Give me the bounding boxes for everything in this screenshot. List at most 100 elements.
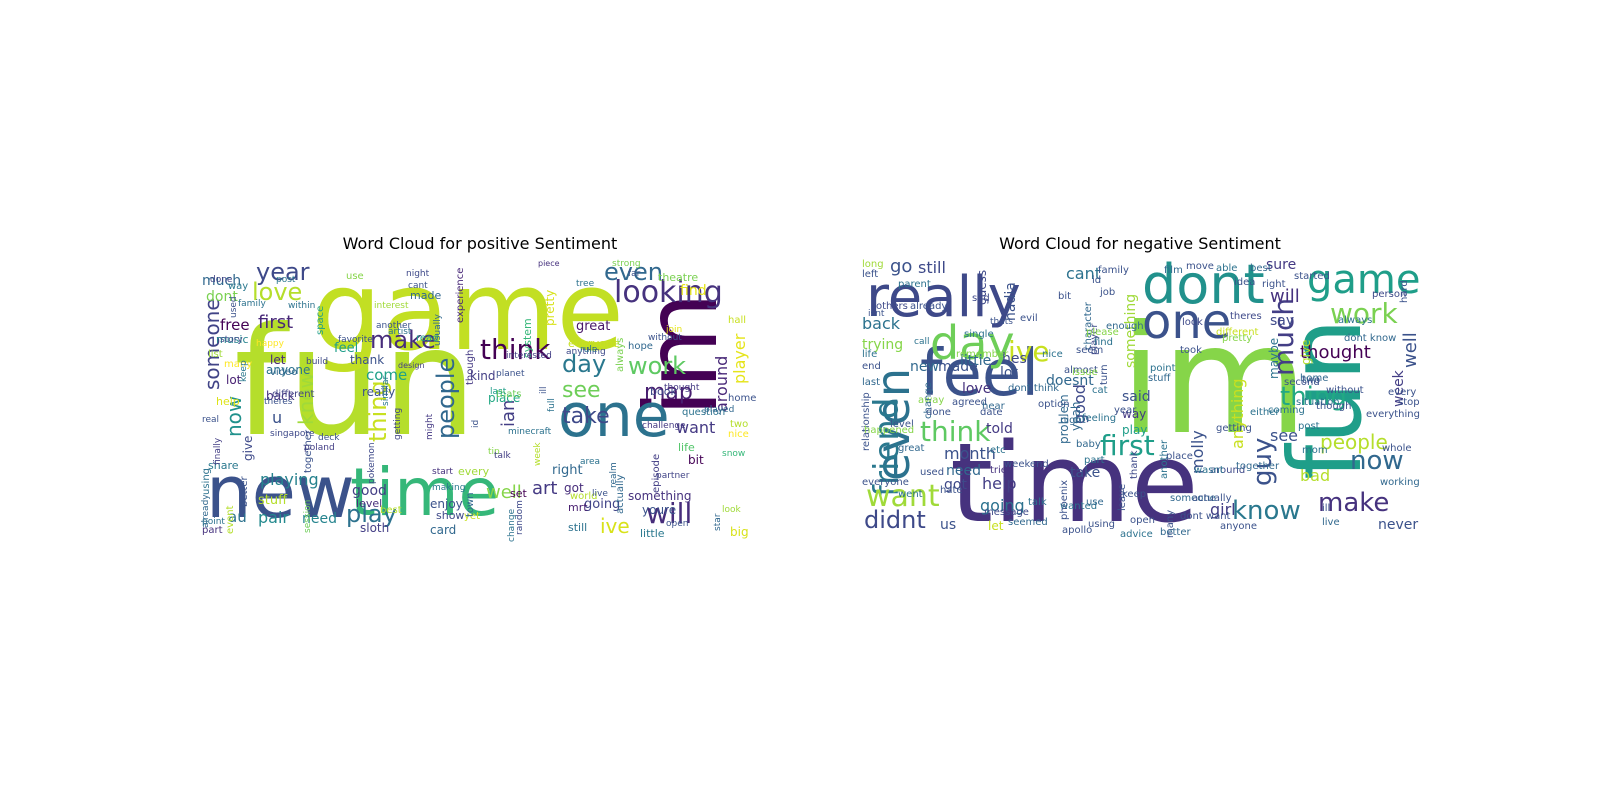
word-anything: anything — [566, 347, 606, 357]
word-thats: thats — [990, 317, 1013, 327]
word-youre: youre — [642, 503, 677, 517]
word-thought: thought — [1300, 342, 1371, 363]
word-join: join — [666, 325, 683, 335]
word-bit: bit — [1058, 291, 1072, 302]
word-star: star — [713, 513, 723, 531]
word-u: u — [272, 408, 283, 427]
word-music: music — [216, 333, 249, 346]
word-agreed: agreed — [952, 397, 988, 408]
word-playing: playing — [260, 470, 319, 489]
word-going: going — [584, 497, 621, 512]
word-baby: baby — [1076, 439, 1101, 450]
word-stuff: stuff — [258, 493, 288, 508]
word-area: area — [580, 457, 601, 467]
word-another: another — [1159, 439, 1170, 479]
word-pokemon: pokemon — [367, 442, 377, 484]
word-actually: actually — [1192, 493, 1232, 504]
word-another: another — [376, 321, 412, 331]
word-year: year — [1114, 405, 1137, 416]
word-year: year — [256, 258, 310, 286]
word-end: end — [862, 361, 881, 372]
word-stop: stop — [1398, 397, 1420, 408]
word-love: love — [962, 381, 992, 397]
word-open: open — [1130, 515, 1155, 526]
word-still: still — [918, 258, 946, 277]
word-finally: finally — [213, 437, 223, 465]
word-know: know — [1232, 496, 1301, 526]
panel-title: Word Cloud for negative Sentiment — [999, 234, 1281, 253]
word-someone: someone — [1170, 493, 1216, 504]
word-hall: hall — [728, 315, 747, 326]
word-please: please — [1086, 327, 1119, 338]
word-hear: hear — [982, 401, 1005, 412]
word-free: free — [220, 316, 250, 334]
word-others: others — [876, 301, 908, 312]
word-wanted: wanted — [1060, 501, 1098, 512]
word-anyone: anyone — [1220, 521, 1257, 532]
word-show: show — [436, 509, 465, 522]
word-im: im — [1120, 294, 1308, 468]
word-tried: tried — [990, 465, 1014, 476]
word-away: away — [918, 395, 945, 406]
word-issue: issue — [1072, 367, 1098, 378]
word-much: much — [202, 273, 242, 289]
word-thank: thank — [1129, 450, 1140, 479]
word-love: love — [252, 278, 303, 306]
word-back: back — [862, 314, 901, 333]
word-piece: piece — [538, 259, 560, 268]
word-made: made — [938, 359, 978, 375]
word-going: going — [980, 496, 1025, 515]
word-great: great — [576, 319, 611, 334]
word-planet: planet — [496, 369, 525, 379]
word-want: want — [676, 418, 716, 437]
word-favorite: favorite — [338, 335, 373, 345]
word-nice: nice — [1042, 349, 1063, 360]
word-sloth: sloth — [360, 521, 390, 535]
word-relationship: relationship — [861, 392, 872, 451]
word-now: now — [1350, 446, 1404, 476]
word-time: time — [950, 419, 1199, 542]
word-fun: fun — [234, 296, 477, 470]
word-question: question — [682, 407, 726, 418]
word-level: level — [890, 419, 914, 430]
word-read: read — [416, 333, 439, 344]
word-stuff: stuff — [1148, 373, 1171, 384]
word-bad: bad — [1300, 466, 1331, 485]
word-told: told — [986, 421, 1013, 437]
negative-word-cloud: im time fun feel really dont one game day even fri… — [860, 258, 1420, 542]
word-world: world — [570, 491, 598, 502]
word-tree: tree — [576, 279, 595, 289]
word-almost: almost — [1064, 365, 1098, 376]
word-people: people — [1320, 430, 1388, 454]
word-trying: trying — [862, 337, 904, 353]
word-job: job — [1100, 287, 1116, 298]
word-second: second — [1284, 377, 1320, 388]
word-hard: hard — [1399, 280, 1410, 303]
word-experience: experience — [455, 267, 466, 323]
word-two: two — [730, 419, 749, 430]
word-pretty: pretty — [543, 289, 557, 326]
word-ill: ill — [1322, 503, 1331, 514]
word-two: two — [1302, 375, 1321, 386]
word-right: right — [552, 463, 583, 478]
panel-title: Word Cloud for positive Sentiment — [342, 234, 618, 253]
word-similar: similar — [381, 375, 391, 406]
word-doesnt: doesnt — [1046, 373, 1094, 389]
word-full: full — [547, 398, 557, 412]
word-though: though — [1316, 401, 1352, 412]
word-use: use — [346, 271, 364, 282]
word-story: story — [220, 335, 243, 345]
word-big: big — [730, 525, 749, 539]
word-always: always — [1338, 315, 1373, 326]
word-enjoy: enjoy — [430, 497, 463, 511]
word-help: help — [216, 395, 240, 408]
word-best: best — [1250, 263, 1272, 274]
word-think: think — [920, 415, 991, 448]
word-seem: seem — [1076, 345, 1104, 356]
word-kind: kind — [470, 369, 496, 383]
word-dont-know: dont know — [1344, 333, 1397, 344]
word-hope: hope — [628, 341, 653, 352]
word-part: part — [202, 525, 223, 536]
word-getting: getting — [393, 407, 403, 440]
word-people: people — [432, 357, 460, 439]
